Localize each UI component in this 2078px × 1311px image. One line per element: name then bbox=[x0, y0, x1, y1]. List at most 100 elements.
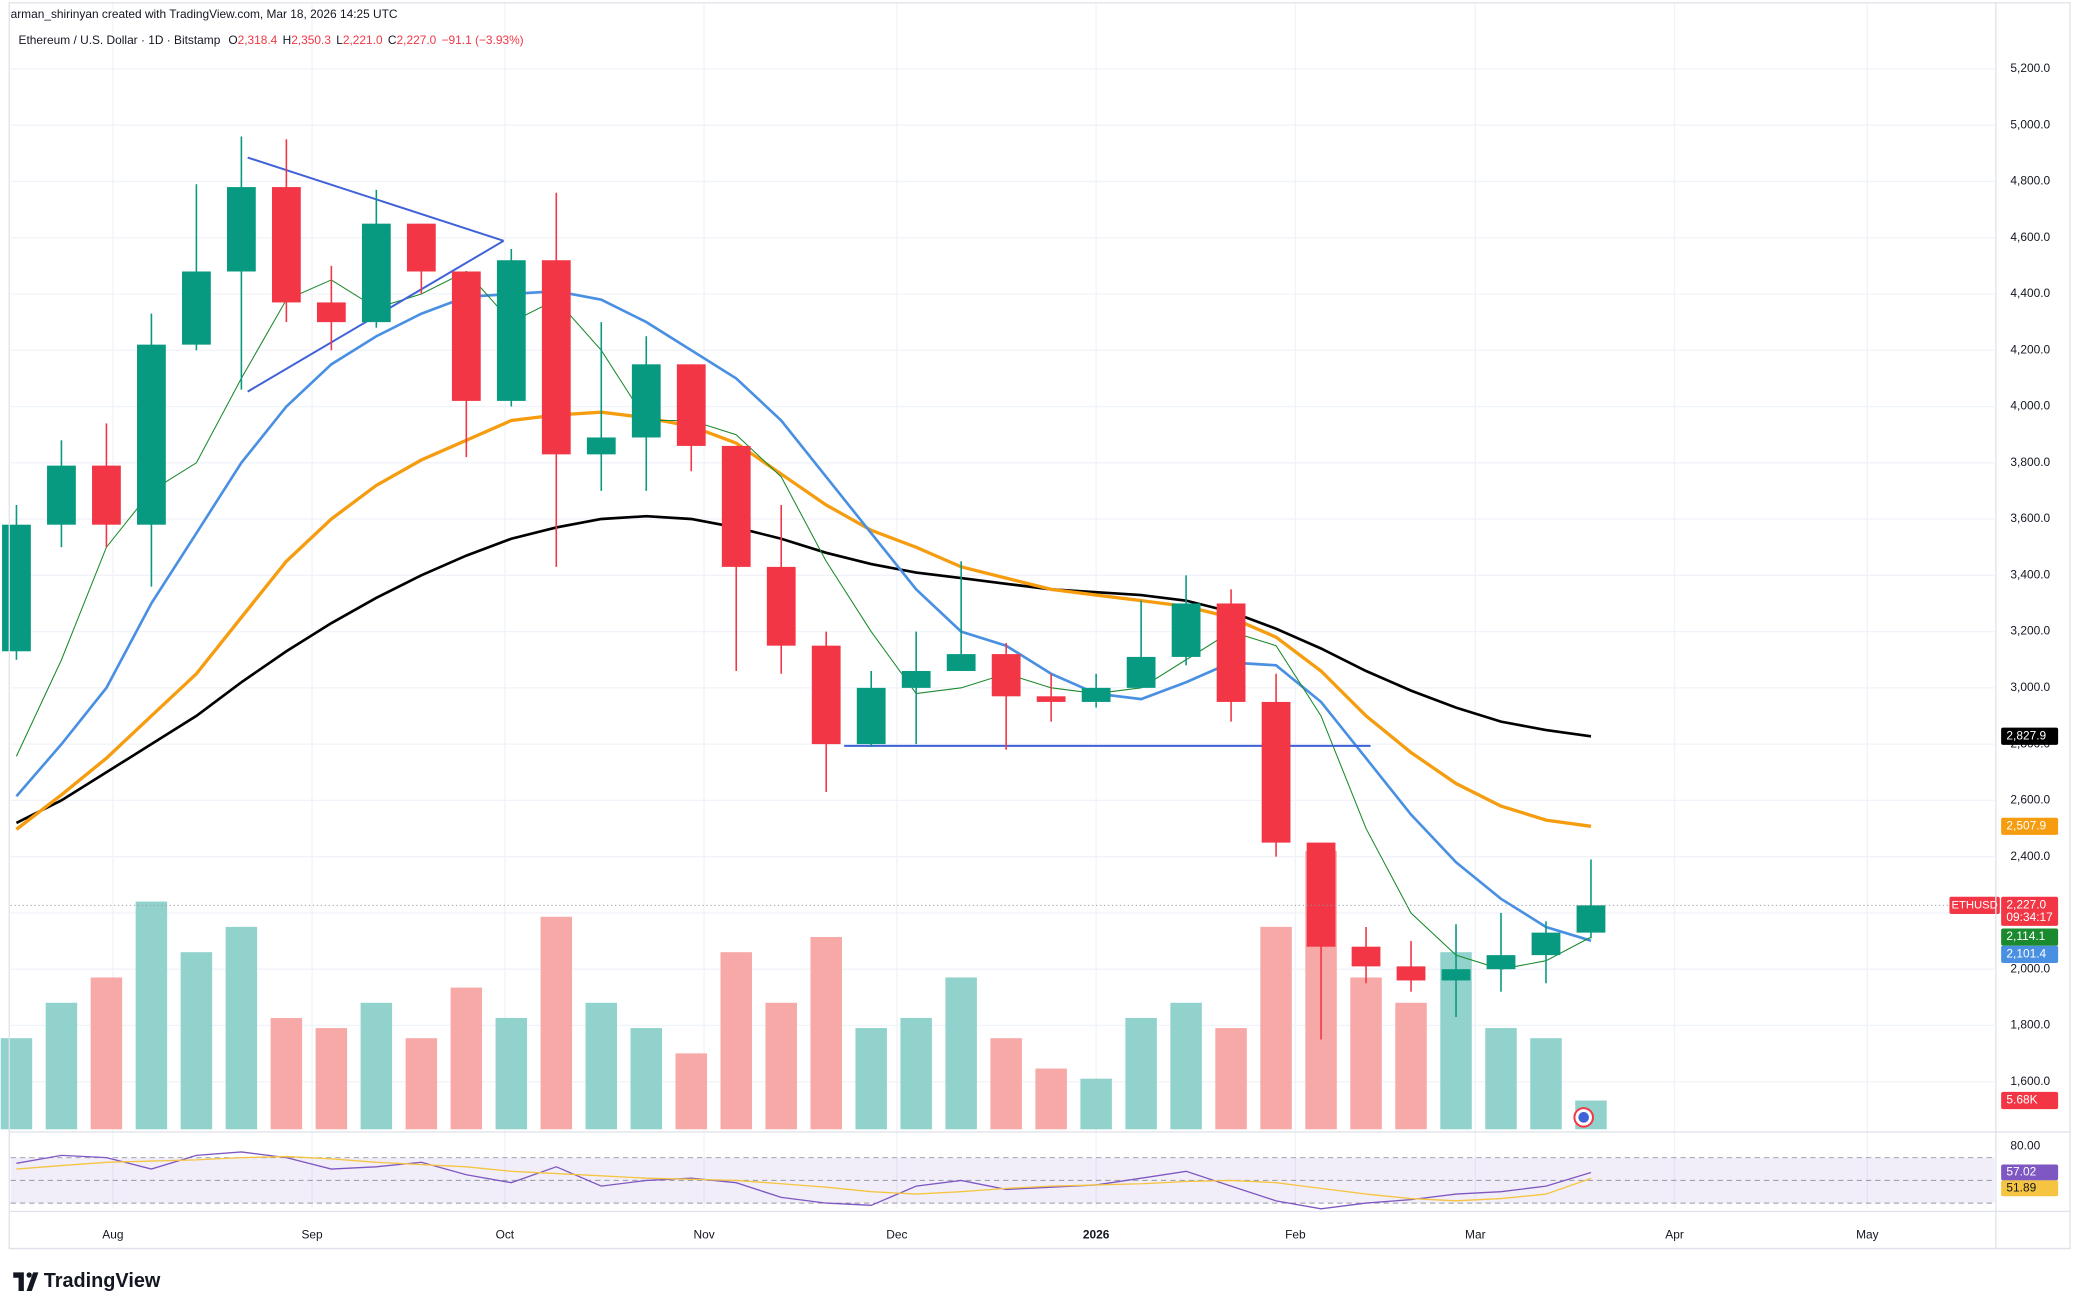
candle-body bbox=[271, 187, 301, 303]
candle-body bbox=[811, 645, 841, 745]
candle-body bbox=[721, 445, 751, 567]
volume-bar bbox=[405, 1038, 438, 1130]
y-tick-label: 4,600.0 bbox=[2010, 230, 2050, 244]
y-tick-label: 2,000.0 bbox=[2010, 961, 2050, 975]
rsi-pane bbox=[10, 1151, 1995, 1210]
volume-bar bbox=[585, 1002, 618, 1130]
volume-label-box bbox=[2001, 1091, 2059, 1110]
candle-body bbox=[2, 524, 31, 652]
x-tick-label: Apr bbox=[1665, 1227, 1684, 1241]
volume-bar bbox=[180, 952, 213, 1130]
frame bbox=[8, 2, 2071, 1250]
x-tick-label: Dec bbox=[886, 1227, 907, 1241]
x-tick-label: Feb bbox=[1285, 1227, 1306, 1241]
volume-bar bbox=[1215, 1028, 1247, 1130]
volume-bar bbox=[675, 1053, 707, 1130]
y-tick-label: 3,000.0 bbox=[2010, 680, 2050, 694]
ohlc-key: O bbox=[228, 33, 237, 47]
ohlc-key: H bbox=[283, 33, 292, 47]
y-tick-label: 2,400.0 bbox=[2010, 849, 2050, 863]
candle-body bbox=[316, 302, 346, 323]
x-tick-label: Nov bbox=[694, 1227, 715, 1241]
rsi-label-box bbox=[2001, 1164, 2059, 1181]
candle-body bbox=[226, 187, 256, 272]
volume-bar bbox=[1260, 926, 1292, 1130]
y-tick-label: 1,800.0 bbox=[2010, 1018, 2050, 1032]
volume-bar bbox=[945, 977, 977, 1130]
price-label: 2,114.1 bbox=[2006, 929, 2045, 943]
volume-bar bbox=[720, 952, 752, 1130]
candle-body bbox=[586, 437, 616, 455]
volume-bar bbox=[450, 987, 483, 1130]
countdown: 09:34:17 bbox=[2006, 910, 2053, 924]
price-label: 2,227.0 bbox=[2006, 897, 2046, 911]
y-tick-label: 3,800.0 bbox=[2010, 455, 2050, 469]
ohlc-key: L bbox=[336, 33, 343, 47]
price-label: 2,101.4 bbox=[2006, 946, 2046, 960]
moving-average bbox=[15, 514, 1592, 825]
volume-bar bbox=[360, 1002, 393, 1130]
y-tick-label: 3,200.0 bbox=[2010, 624, 2050, 638]
price-pane bbox=[2, 136, 1995, 1040]
x-tick-label: Aug bbox=[102, 1227, 123, 1241]
candle-body bbox=[406, 223, 436, 272]
ohlc-value: 2,227.0 bbox=[397, 33, 437, 47]
x-tick-label: Oct bbox=[496, 1227, 515, 1241]
moving-average bbox=[15, 410, 1592, 831]
candle-body bbox=[1036, 696, 1066, 702]
volume-bar bbox=[1395, 1002, 1427, 1130]
candle-body bbox=[451, 271, 481, 401]
logo-icon-dot bbox=[26, 1272, 32, 1278]
price-label: 2,507.9 bbox=[2006, 818, 2046, 832]
symbol-line: Ethereum / U.S. Dollar · 1D · Bitstamp O2… bbox=[19, 33, 524, 47]
candle-body bbox=[1441, 969, 1471, 981]
y-tick-label: 3,400.0 bbox=[2010, 567, 2050, 581]
candle-body bbox=[1531, 932, 1561, 956]
y-tick-label: 5,000.0 bbox=[2010, 117, 2050, 131]
price-label-box bbox=[2001, 928, 2059, 946]
candle-body bbox=[182, 271, 211, 345]
candle-body bbox=[361, 223, 391, 323]
candle-body bbox=[946, 654, 976, 671]
x-tick-label: Sep bbox=[301, 1227, 323, 1241]
candle-body bbox=[541, 260, 571, 455]
y-tick-label: 3,600.0 bbox=[2010, 511, 2050, 525]
moving-average bbox=[15, 289, 1592, 942]
volume-bar bbox=[1485, 1028, 1517, 1130]
price-label-box bbox=[2001, 945, 2059, 963]
candle-body bbox=[766, 566, 796, 646]
candle-body bbox=[1396, 966, 1426, 981]
volume-bar bbox=[1125, 1017, 1157, 1130]
volume-bar bbox=[45, 1002, 78, 1130]
ohlc-value: 2,350.3 bbox=[291, 33, 331, 47]
price-label-box bbox=[2001, 817, 2059, 835]
symbol-tag-box bbox=[1949, 896, 2000, 914]
volume-bar bbox=[1035, 1068, 1067, 1130]
volume-label: 5.68K bbox=[2006, 1093, 2037, 1107]
price-label-box bbox=[2001, 727, 2059, 745]
volume-bar bbox=[1350, 977, 1382, 1130]
candle-body bbox=[676, 364, 706, 446]
candle-body bbox=[1081, 687, 1111, 702]
candle-body bbox=[1351, 946, 1381, 967]
y-tick-label: 1,600.0 bbox=[2010, 1074, 2050, 1088]
candle-body bbox=[991, 654, 1021, 697]
candle-body bbox=[631, 364, 661, 438]
ohlc-key: C bbox=[388, 33, 397, 47]
volume-bar bbox=[90, 977, 123, 1130]
logo-icon bbox=[13, 1272, 39, 1291]
volume-bar bbox=[270, 1017, 303, 1130]
price-label-box bbox=[2001, 896, 2059, 926]
volume-bar bbox=[990, 1038, 1022, 1130]
candle-body bbox=[496, 260, 526, 401]
volume-bar bbox=[1080, 1078, 1112, 1130]
ohlc-value: 2,318.4 bbox=[238, 33, 278, 47]
candle-body bbox=[1306, 842, 1336, 947]
y-tick-label: 4,000.0 bbox=[2010, 399, 2050, 413]
volume-bar bbox=[0, 1038, 33, 1130]
x-tick-label: 2026 bbox=[1083, 1227, 1110, 1241]
logo: TradingView bbox=[13, 1270, 161, 1292]
volume-bar bbox=[1530, 1038, 1562, 1130]
